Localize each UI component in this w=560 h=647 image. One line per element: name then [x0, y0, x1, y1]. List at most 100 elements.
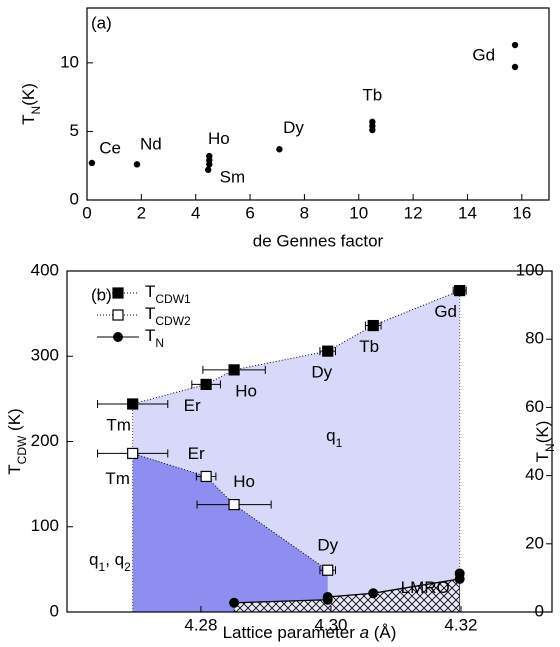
- data-point: [322, 345, 334, 357]
- y-tick-label: 300: [31, 346, 59, 365]
- point-label: Er: [188, 444, 205, 463]
- point-annotation: Gd: [472, 45, 495, 64]
- text-part: T: [533, 452, 552, 462]
- data-point: [127, 447, 139, 460]
- data-point: [205, 166, 212, 174]
- legend-marker: [112, 309, 124, 321]
- text-part: 1: [336, 436, 343, 450]
- y-tick-label: 0: [70, 189, 79, 208]
- point-annotation: Nd: [140, 135, 162, 154]
- data-point: [322, 564, 334, 576]
- point-label: Dy: [311, 363, 332, 382]
- text-part: T: [19, 114, 38, 124]
- y2-tick-label: 100: [516, 260, 544, 279]
- point-label: Er: [184, 396, 201, 415]
- data-point: [206, 152, 213, 160]
- x-axis-label: de Gennes factor: [253, 231, 384, 250]
- text-part: q: [89, 550, 98, 569]
- x-tick-label: 8: [300, 203, 309, 222]
- y-tick-label: 5: [70, 121, 79, 140]
- text-part: T: [5, 464, 24, 474]
- text-part: (K): [533, 421, 552, 444]
- point-label: Ho: [235, 381, 257, 400]
- data-point: [369, 118, 376, 126]
- plot-frame: [86, 7, 550, 201]
- data-point: [127, 398, 139, 410]
- point-annotation: Tb: [362, 85, 382, 104]
- data-point: [88, 159, 96, 167]
- y-tick-label: 10: [60, 52, 79, 71]
- text-part: LMRO: [401, 578, 450, 597]
- point-label: Tb: [359, 337, 379, 356]
- y-tick-label: 400: [31, 260, 59, 279]
- point-label: Dy: [317, 536, 338, 555]
- point-annotation: Ho: [208, 129, 230, 148]
- text-part: , q: [105, 550, 124, 569]
- legend-marker: [113, 332, 123, 342]
- data-point: [454, 285, 466, 297]
- y-axis-label: TN(K): [19, 83, 43, 125]
- point-label: Gd: [434, 302, 457, 321]
- text-part: CDW: [15, 435, 29, 464]
- y2-tick-label: 80: [525, 329, 544, 348]
- data-point: [454, 568, 465, 579]
- data-point: [200, 378, 212, 390]
- legend-label: TCDW2: [145, 304, 191, 328]
- text-part: a: [360, 623, 369, 642]
- text-part: (K): [19, 83, 38, 106]
- y2-tick-label: 60: [525, 397, 544, 416]
- data-point: [367, 319, 379, 332]
- y2-axis-label: TN(K): [533, 421, 557, 463]
- x-axis-label: Lattice parameter a (Å): [223, 623, 397, 642]
- point-label: Ho: [233, 472, 255, 491]
- x-tick-label: 14: [458, 203, 477, 222]
- x-tick-label: 2: [137, 203, 146, 222]
- text-part: q: [326, 427, 335, 446]
- y-tick-label: 100: [31, 516, 59, 535]
- text-part: N: [543, 443, 557, 452]
- y2-tick-label: 40: [525, 465, 544, 484]
- region-q1-q2: [132, 453, 328, 612]
- data-point: [511, 41, 519, 49]
- x-tick-label: 10: [349, 203, 368, 222]
- point-label: Tm: [105, 469, 130, 488]
- x-tick-label: 4: [191, 203, 200, 222]
- point-annotation: Dy: [283, 118, 304, 137]
- text-part: T: [145, 326, 155, 345]
- text-part: CDW1: [155, 292, 191, 306]
- data-point: [133, 161, 141, 168]
- series-line: [132, 452, 328, 571]
- legend-label: TCDW1: [145, 282, 191, 306]
- x-tick-label: 16: [512, 203, 531, 222]
- data-point: [228, 364, 240, 376]
- region-label: LMRO: [401, 578, 450, 597]
- data-point: [276, 146, 283, 153]
- text-part: N: [29, 106, 43, 115]
- x-tick-label: 12: [404, 203, 423, 222]
- text-part: 2: [124, 560, 131, 574]
- data-point: [322, 591, 333, 602]
- data-point: [368, 588, 379, 599]
- text-part: Lattice parameter: [223, 623, 360, 642]
- y-tick-label: 0: [50, 601, 59, 620]
- y-tick-label: 200: [31, 431, 59, 450]
- x-tick-label: 0: [82, 203, 91, 222]
- series-line: [132, 290, 460, 405]
- legend-label: TN: [145, 326, 164, 350]
- data-point: [511, 63, 519, 71]
- text-part: (Å): [369, 623, 396, 642]
- text-part: T: [145, 282, 155, 301]
- x-tick-label: 4.32: [444, 615, 477, 634]
- text-part: N: [155, 336, 164, 350]
- point-label: Tm: [106, 415, 131, 434]
- region-label: q1, q2: [89, 550, 131, 574]
- data-point: [200, 470, 212, 483]
- y-axis-label: TCDW (K): [5, 408, 29, 474]
- data-point: [229, 597, 240, 608]
- text-part: (K): [5, 408, 24, 435]
- y2-tick-label: 0: [535, 601, 544, 620]
- point-annotation: Ce: [99, 139, 121, 158]
- text-part: 1: [99, 560, 106, 574]
- text-part: T: [145, 304, 155, 323]
